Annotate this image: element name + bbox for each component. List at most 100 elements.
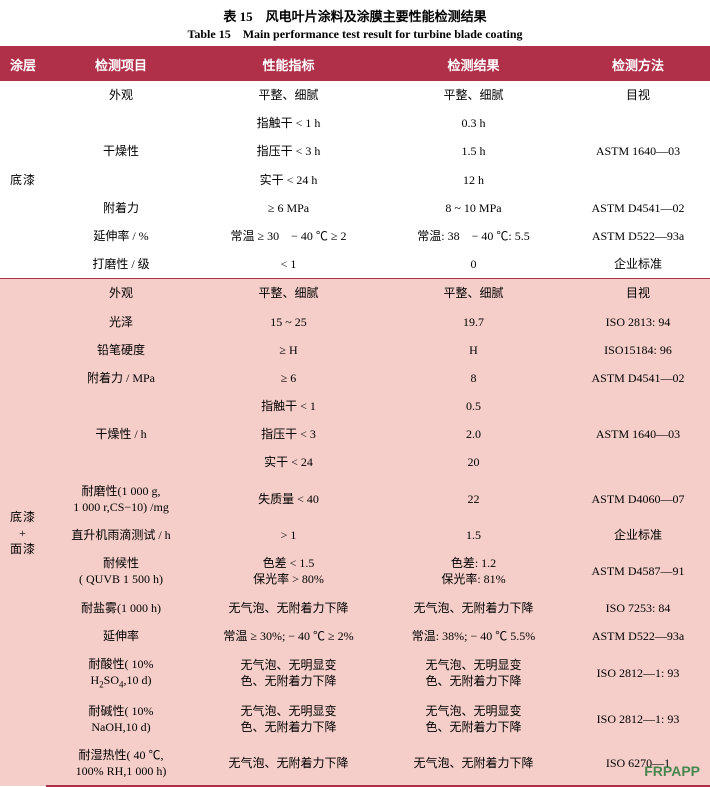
- table-body: 底漆外观平整、细腻平整、细腻目视干燥性指触干 < 1 h0.3 h指压干 < 3…: [0, 81, 710, 786]
- method-value: ASTM D522—93a: [566, 622, 710, 650]
- test-item: 直升机雨滴测试 / h: [46, 521, 196, 549]
- method-value: ISO 6270—1: [566, 741, 710, 786]
- result-value: 无气泡、无附着力下降: [381, 741, 566, 786]
- test-item: 耐候性( QUVB 1 500 h): [46, 549, 196, 593]
- result-value: 常温: 38%; − 40 ℃ 5.5%: [381, 622, 566, 650]
- table-row: 附着力 / MPa≥ 68ASTM D4541—02: [0, 364, 710, 392]
- col-header-spec: 性能指标: [196, 47, 381, 81]
- table-row: 附着力≥ 6 MPa8 ~ 10 MPaASTM D4541—02: [0, 194, 710, 222]
- spec-value: > 1: [196, 521, 381, 549]
- method-value: ASTM D4060—07: [566, 477, 710, 521]
- result-value: 0.3 h: [381, 109, 566, 137]
- table-row: 底漆外观平整、细腻平整、细腻目视: [0, 81, 710, 109]
- table-row: 耐碱性( 10%NaOH,10 d)无气泡、无明显变色、无附着力下降无气泡、无明…: [0, 697, 710, 741]
- spec-value: 平整、细腻: [196, 279, 381, 308]
- result-value: 无气泡、无明显变色、无附着力下降: [381, 697, 566, 741]
- method-value: 目视: [566, 279, 710, 308]
- table-row: 底漆+面漆外观平整、细腻平整、细腻目视: [0, 279, 710, 308]
- test-item: 耐盐雾(1 000 h): [46, 594, 196, 622]
- table-row: 延伸率 / %常温 ≥ 30 − 40 ℃ ≥ 2常温: 38 − 40 ℃: …: [0, 222, 710, 250]
- table-row: 延伸率常温 ≥ 30%; − 40 ℃ ≥ 2%常温: 38%; − 40 ℃ …: [0, 622, 710, 650]
- test-item: 干燥性: [46, 109, 196, 194]
- method-value: ASTM D4587—91: [566, 549, 710, 593]
- table-row: 光泽15 ~ 2519.7ISO 2813: 94: [0, 308, 710, 336]
- spec-value: 指触干 < 1 h: [196, 109, 381, 137]
- result-value: 常温: 38 − 40 ℃: 5.5: [381, 222, 566, 250]
- test-item: 耐湿热性( 40 ℃,100% RH,1 000 h): [46, 741, 196, 786]
- method-value: [566, 448, 710, 476]
- result-value: 色差: 1.2保光率: 81%: [381, 549, 566, 593]
- table-row: 耐磨性(1 000 g,1 000 r,CS−10) /mg失质量 < 4022…: [0, 477, 710, 521]
- table-header-row: 涂层 检测项目 性能指标 检测结果 检测方法: [0, 47, 710, 81]
- method-value: ISO15184: 96: [566, 336, 710, 364]
- result-value: 20: [381, 448, 566, 476]
- test-item: 附着力 / MPa: [46, 364, 196, 392]
- method-value: ISO 2812—1: 93: [566, 650, 710, 697]
- col-header-item: 检测项目: [46, 47, 196, 81]
- method-value: ASTM D522—93a: [566, 222, 710, 250]
- method-value: ISO 2813: 94: [566, 308, 710, 336]
- test-item: 延伸率 / %: [46, 222, 196, 250]
- coating-test-table: 涂层 检测项目 性能指标 检测结果 检测方法 底漆外观平整、细腻平整、细腻目视干…: [0, 46, 710, 787]
- result-value: 2.0: [381, 420, 566, 448]
- col-header-result: 检测结果: [381, 47, 566, 81]
- spec-value: 指压干 < 3: [196, 420, 381, 448]
- test-item: 耐酸性( 10%H2SO4,10 d): [46, 650, 196, 697]
- table-title-cn: 表 15 风电叶片涂料及涂膜主要性能检测结果: [0, 6, 710, 25]
- spec-value: 平整、细腻: [196, 81, 381, 109]
- result-value: 1.5 h: [381, 137, 566, 165]
- spec-value: 实干 < 24 h: [196, 166, 381, 194]
- method-value: 企业标准: [566, 250, 710, 279]
- result-value: 无气泡、无明显变色、无附着力下降: [381, 650, 566, 697]
- spec-value: 常温 ≥ 30%; − 40 ℃ ≥ 2%: [196, 622, 381, 650]
- spec-value: 无气泡、无明显变色、无附着力下降: [196, 650, 381, 697]
- method-value: 企业标准: [566, 521, 710, 549]
- result-value: 8 ~ 10 MPa: [381, 194, 566, 222]
- spec-value: < 1: [196, 250, 381, 279]
- spec-value: 实干 < 24: [196, 448, 381, 476]
- test-item: 耐磨性(1 000 g,1 000 r,CS−10) /mg: [46, 477, 196, 521]
- spec-value: 指触干 < 1: [196, 392, 381, 420]
- spec-value: 色差 < 1.5保光率 > 80%: [196, 549, 381, 593]
- test-item: 干燥性 / h: [46, 392, 196, 477]
- test-item: 耐碱性( 10%NaOH,10 d): [46, 697, 196, 741]
- table-row: 打磨性 / 级< 10企业标准: [0, 250, 710, 279]
- test-item: 外观: [46, 279, 196, 308]
- result-value: 平整、细腻: [381, 81, 566, 109]
- test-item: 附着力: [46, 194, 196, 222]
- spec-value: 指压干 < 3 h: [196, 137, 381, 165]
- result-value: 平整、细腻: [381, 279, 566, 308]
- table-row: 耐湿热性( 40 ℃,100% RH,1 000 h)无气泡、无附着力下降无气泡…: [0, 741, 710, 786]
- method-value: ASTM D4541—02: [566, 364, 710, 392]
- method-value: [566, 109, 710, 137]
- result-value: 无气泡、无附着力下降: [381, 594, 566, 622]
- spec-value: ≥ H: [196, 336, 381, 364]
- method-value: ASTM 1640—03: [566, 420, 710, 448]
- test-item: 铅笔硬度: [46, 336, 196, 364]
- col-header-layer: 涂层: [0, 47, 46, 81]
- table-row: 耐酸性( 10%H2SO4,10 d)无气泡、无明显变色、无附着力下降无气泡、无…: [0, 650, 710, 697]
- table-row: 干燥性指触干 < 1 h0.3 h: [0, 109, 710, 137]
- method-value: ISO 7253: 84: [566, 594, 710, 622]
- test-item: 打磨性 / 级: [46, 250, 196, 279]
- spec-value: 无气泡、无附着力下降: [196, 594, 381, 622]
- result-value: H: [381, 336, 566, 364]
- method-value: 目视: [566, 81, 710, 109]
- spec-value: 失质量 < 40: [196, 477, 381, 521]
- result-value: 0.5: [381, 392, 566, 420]
- spec-value: 常温 ≥ 30 − 40 ℃ ≥ 2: [196, 222, 381, 250]
- method-value: [566, 392, 710, 420]
- spec-value: ≥ 6 MPa: [196, 194, 381, 222]
- table-row: 耐候性( QUVB 1 500 h)色差 < 1.5保光率 > 80%色差: 1…: [0, 549, 710, 593]
- result-value: 1.5: [381, 521, 566, 549]
- test-item: 光泽: [46, 308, 196, 336]
- table-row: 直升机雨滴测试 / h> 11.5企业标准: [0, 521, 710, 549]
- result-value: 22: [381, 477, 566, 521]
- test-item: 延伸率: [46, 622, 196, 650]
- layer-label: 底漆: [0, 81, 46, 279]
- result-value: 12 h: [381, 166, 566, 194]
- table-row: 干燥性 / h指触干 < 10.5: [0, 392, 710, 420]
- test-item: 外观: [46, 81, 196, 109]
- method-value: ISO 2812—1: 93: [566, 697, 710, 741]
- method-value: ASTM D4541—02: [566, 194, 710, 222]
